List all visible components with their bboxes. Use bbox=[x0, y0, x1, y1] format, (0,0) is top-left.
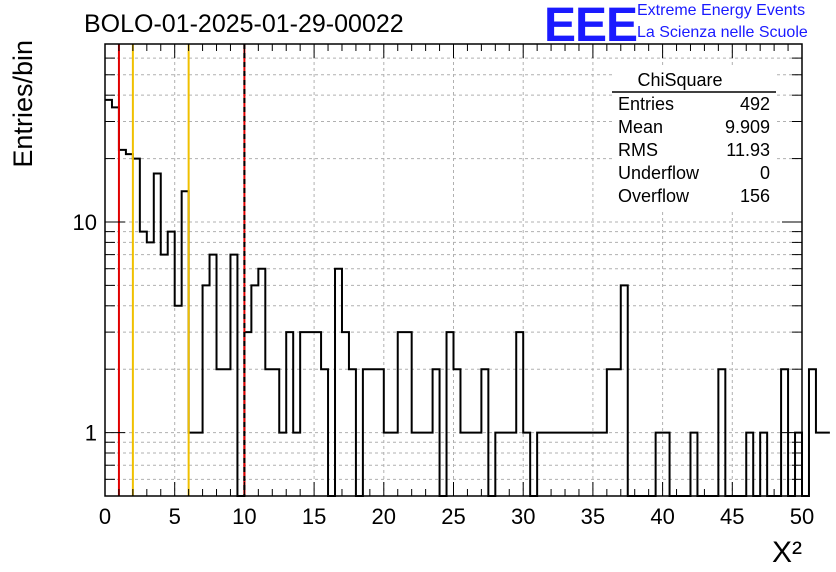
histogram-bin bbox=[105, 100, 112, 496]
histogram-bin bbox=[816, 433, 823, 496]
x-tick-label: 20 bbox=[372, 504, 396, 529]
histogram-bin bbox=[175, 306, 182, 496]
y-tick-label: 10 bbox=[73, 210, 97, 235]
histogram-bin bbox=[112, 107, 119, 496]
histogram-bin bbox=[161, 255, 168, 496]
histogram-bin bbox=[182, 191, 189, 496]
histogram-bin bbox=[210, 255, 217, 496]
stats-label: RMS bbox=[618, 140, 658, 160]
histogram-bin bbox=[405, 332, 412, 496]
stats-value: 0 bbox=[760, 163, 770, 183]
x-axis-label: X² bbox=[772, 536, 802, 569]
stats-label: Overflow bbox=[618, 186, 690, 206]
histogram-bin bbox=[447, 332, 454, 496]
histogram-bin bbox=[300, 332, 307, 496]
histogram-bin bbox=[258, 269, 265, 496]
x-tick-label: 0 bbox=[99, 504, 111, 529]
histogram-bin bbox=[823, 433, 830, 496]
histogram-bin bbox=[133, 159, 140, 496]
histogram-bin bbox=[140, 232, 147, 496]
histogram-bin bbox=[621, 285, 628, 496]
y-tick-label: 1 bbox=[85, 421, 97, 446]
histogram-bin bbox=[203, 285, 210, 496]
stats-box: ChiSquare Entries 492 Mean 9.909 RMS 11.93 Unde… bbox=[612, 66, 776, 212]
histogram-bin bbox=[286, 332, 293, 496]
y-axis-label: Entries/bin bbox=[8, 40, 38, 168]
x-tick-label: 25 bbox=[441, 504, 465, 529]
stats-value: 492 bbox=[740, 94, 770, 114]
x-tick-label: 40 bbox=[650, 504, 674, 529]
histogram-bin bbox=[126, 154, 133, 496]
histogram-bin bbox=[168, 232, 175, 496]
x-tick-label: 35 bbox=[581, 504, 605, 529]
x-tick-label: 45 bbox=[720, 504, 744, 529]
x-tick-label: 5 bbox=[169, 504, 181, 529]
histogram-bin bbox=[516, 332, 523, 496]
run-title: BOLO-01-2025-01-29-00022 bbox=[84, 10, 404, 38]
stats-label: Underflow bbox=[618, 163, 700, 183]
histogram-bin bbox=[230, 255, 237, 496]
x-tick-label: 10 bbox=[232, 504, 256, 529]
logo-subtitle-line1: Extreme Energy Events bbox=[637, 2, 806, 19]
stats-title: ChiSquare bbox=[637, 70, 722, 90]
stats-box-bg bbox=[612, 66, 776, 212]
histogram-bin bbox=[342, 332, 349, 496]
histogram-bin bbox=[244, 332, 251, 496]
logo-subtitle-line2: La Scienza nelle Scuole bbox=[637, 24, 808, 41]
histogram-bin bbox=[307, 332, 314, 496]
histogram-bin bbox=[251, 285, 258, 496]
axes: 0 5 10 15 20 25 30 35 40 45 50 1 10 Entries/bin X² bbox=[8, 40, 814, 569]
histogram-bin bbox=[398, 332, 405, 496]
x-tick-label: 50 bbox=[790, 504, 814, 529]
histogram-bin bbox=[119, 150, 126, 496]
histogram-bin bbox=[809, 369, 816, 496]
stats-value: 156 bbox=[740, 186, 770, 206]
x-tick-label: 15 bbox=[302, 504, 326, 529]
stats-value: 9.909 bbox=[725, 117, 770, 137]
stats-label: Mean bbox=[618, 117, 663, 137]
histogram-bin bbox=[314, 332, 321, 496]
histogram-bin bbox=[335, 269, 342, 496]
stats-label: Entries bbox=[618, 94, 674, 114]
threshold-lines bbox=[117, 44, 246, 496]
stats-value: 11.93 bbox=[726, 140, 770, 160]
x-tick-label: 30 bbox=[511, 504, 535, 529]
